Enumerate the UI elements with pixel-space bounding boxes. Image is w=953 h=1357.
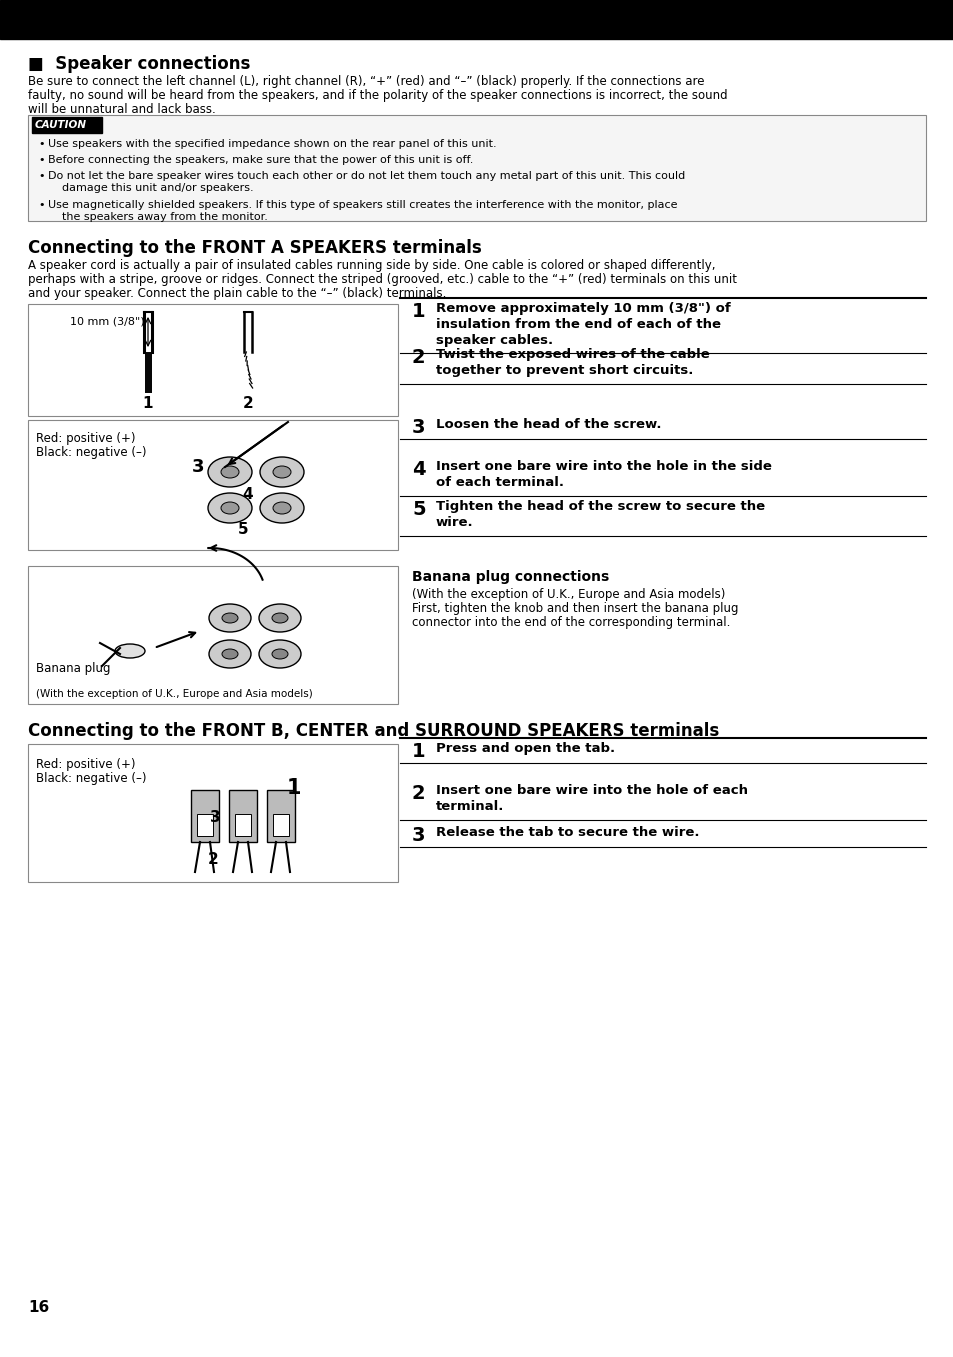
Text: Red: positive (+): Red: positive (+) (36, 759, 135, 771)
Text: CAUTION: CAUTION (35, 119, 87, 130)
Text: ■  Speaker connections: ■ Speaker connections (28, 56, 250, 73)
Text: (With the exception of U.K., Europe and Asia models): (With the exception of U.K., Europe and … (412, 588, 724, 601)
Ellipse shape (260, 493, 304, 522)
Text: Red: positive (+): Red: positive (+) (36, 432, 135, 445)
Text: faulty, no sound will be heard from the speakers, and if the polarity of the spe: faulty, no sound will be heard from the … (28, 90, 727, 102)
Text: Press and open the tab.: Press and open the tab. (436, 742, 615, 754)
Bar (28, 421, 397, 550)
Text: A speaker cord is actually a pair of insulated cables running side by side. One : A speaker cord is actually a pair of ins… (28, 259, 715, 271)
Text: 1: 1 (287, 778, 301, 798)
Text: Connecting to the FRONT B, CENTER and SURROUND SPEAKERS terminals: Connecting to the FRONT B, CENTER and SU… (28, 722, 719, 740)
Text: 3: 3 (210, 810, 220, 825)
Text: Black: negative (–): Black: negative (–) (36, 772, 147, 784)
Text: Connecting to the FRONT A SPEAKERS terminals: Connecting to the FRONT A SPEAKERS termi… (28, 239, 481, 256)
Text: Black: negative (–): Black: negative (–) (36, 446, 147, 459)
Text: •: • (38, 155, 45, 166)
Ellipse shape (208, 457, 252, 487)
Text: 16: 16 (28, 1300, 50, 1315)
Text: •: • (38, 138, 45, 149)
Text: Tighten the head of the screw to secure the
wire.: Tighten the head of the screw to secure … (436, 499, 764, 529)
Text: perhaps with a stripe, groove or ridges. Connect the striped (grooved, etc.) cab: perhaps with a stripe, groove or ridges.… (28, 273, 737, 286)
Text: Remove approximately 10 mm (3/8") of
insulation from the end of each of the
spea: Remove approximately 10 mm (3/8") of ins… (436, 303, 730, 347)
Bar (191, 790, 219, 841)
Text: 5: 5 (412, 499, 425, 518)
Text: Banana plug connections: Banana plug connections (412, 570, 609, 584)
Bar (28, 304, 397, 417)
Text: First, tighten the knob and then insert the banana plug: First, tighten the knob and then insert … (412, 603, 738, 615)
Text: 2: 2 (412, 347, 425, 366)
Bar (32, 117, 102, 133)
Text: Before connecting the speakers, make sure that the power of this unit is off.: Before connecting the speakers, make sur… (48, 155, 473, 166)
Text: 4: 4 (412, 460, 425, 479)
Ellipse shape (222, 649, 237, 660)
Bar (28, 744, 397, 882)
Ellipse shape (209, 604, 251, 632)
Bar (196, 814, 213, 836)
Text: Use speakers with the specified impedance shown on the rear panel of this unit.: Use speakers with the specified impedanc… (48, 138, 497, 149)
Text: Use magnetically shielded speakers. If this type of speakers still creates the i: Use magnetically shielded speakers. If t… (48, 199, 677, 223)
Ellipse shape (221, 465, 239, 478)
Text: Twist the exposed wires of the cable
together to prevent short circuits.: Twist the exposed wires of the cable tog… (436, 347, 709, 377)
Text: 4: 4 (242, 487, 253, 502)
Ellipse shape (258, 641, 301, 668)
Bar (273, 814, 289, 836)
Ellipse shape (272, 613, 288, 623)
Text: 2: 2 (208, 852, 218, 867)
Text: Release the tab to secure the wire.: Release the tab to secure the wire. (436, 826, 699, 839)
Bar (234, 814, 251, 836)
Bar (267, 790, 294, 841)
Ellipse shape (221, 502, 239, 514)
Ellipse shape (209, 641, 251, 668)
Text: 10 mm (3/8"): 10 mm (3/8") (70, 316, 145, 326)
Text: •: • (38, 199, 45, 210)
Text: Banana plug: Banana plug (36, 662, 111, 674)
Ellipse shape (222, 613, 237, 623)
Text: 2: 2 (242, 396, 253, 411)
Text: 3: 3 (192, 459, 204, 476)
Text: (With the exception of U.K., Europe and Asia models): (With the exception of U.K., Europe and … (36, 689, 313, 699)
Ellipse shape (273, 465, 291, 478)
Text: 1: 1 (412, 742, 425, 761)
Text: 3: 3 (412, 418, 425, 437)
Text: 3: 3 (412, 826, 425, 845)
Text: Be sure to connect the left channel (L), right channel (R), “+” (red) and “–” (b: Be sure to connect the left channel (L),… (28, 75, 703, 88)
Ellipse shape (260, 457, 304, 487)
Text: CONNECTIONS: CONNECTIONS (16, 15, 107, 24)
Text: Insert one bare wire into the hole in the side
of each terminal.: Insert one bare wire into the hole in th… (436, 460, 771, 489)
Ellipse shape (115, 645, 145, 658)
Text: Do not let the bare speaker wires touch each other or do not let them touch any : Do not let the bare speaker wires touch … (48, 171, 684, 194)
Text: •: • (38, 171, 45, 180)
Text: 5: 5 (237, 522, 249, 537)
Text: 2: 2 (412, 784, 425, 803)
Bar (28, 566, 397, 704)
Text: 1: 1 (143, 396, 153, 411)
Bar (28, 115, 925, 221)
Ellipse shape (258, 604, 301, 632)
Ellipse shape (272, 649, 288, 660)
Text: will be unnatural and lack bass.: will be unnatural and lack bass. (28, 103, 215, 115)
Text: Insert one bare wire into the hole of each
terminal.: Insert one bare wire into the hole of ea… (436, 784, 747, 813)
Text: Loosen the head of the screw.: Loosen the head of the screw. (436, 418, 660, 432)
Ellipse shape (273, 502, 291, 514)
Text: 1: 1 (412, 303, 425, 322)
Ellipse shape (208, 493, 252, 522)
Bar (0, 0, 953, 39)
Text: and your speaker. Connect the plain cable to the “–” (black) terminals.: and your speaker. Connect the plain cabl… (28, 286, 446, 300)
Text: connector into the end of the corresponding terminal.: connector into the end of the correspond… (412, 616, 730, 630)
Bar (229, 790, 256, 841)
